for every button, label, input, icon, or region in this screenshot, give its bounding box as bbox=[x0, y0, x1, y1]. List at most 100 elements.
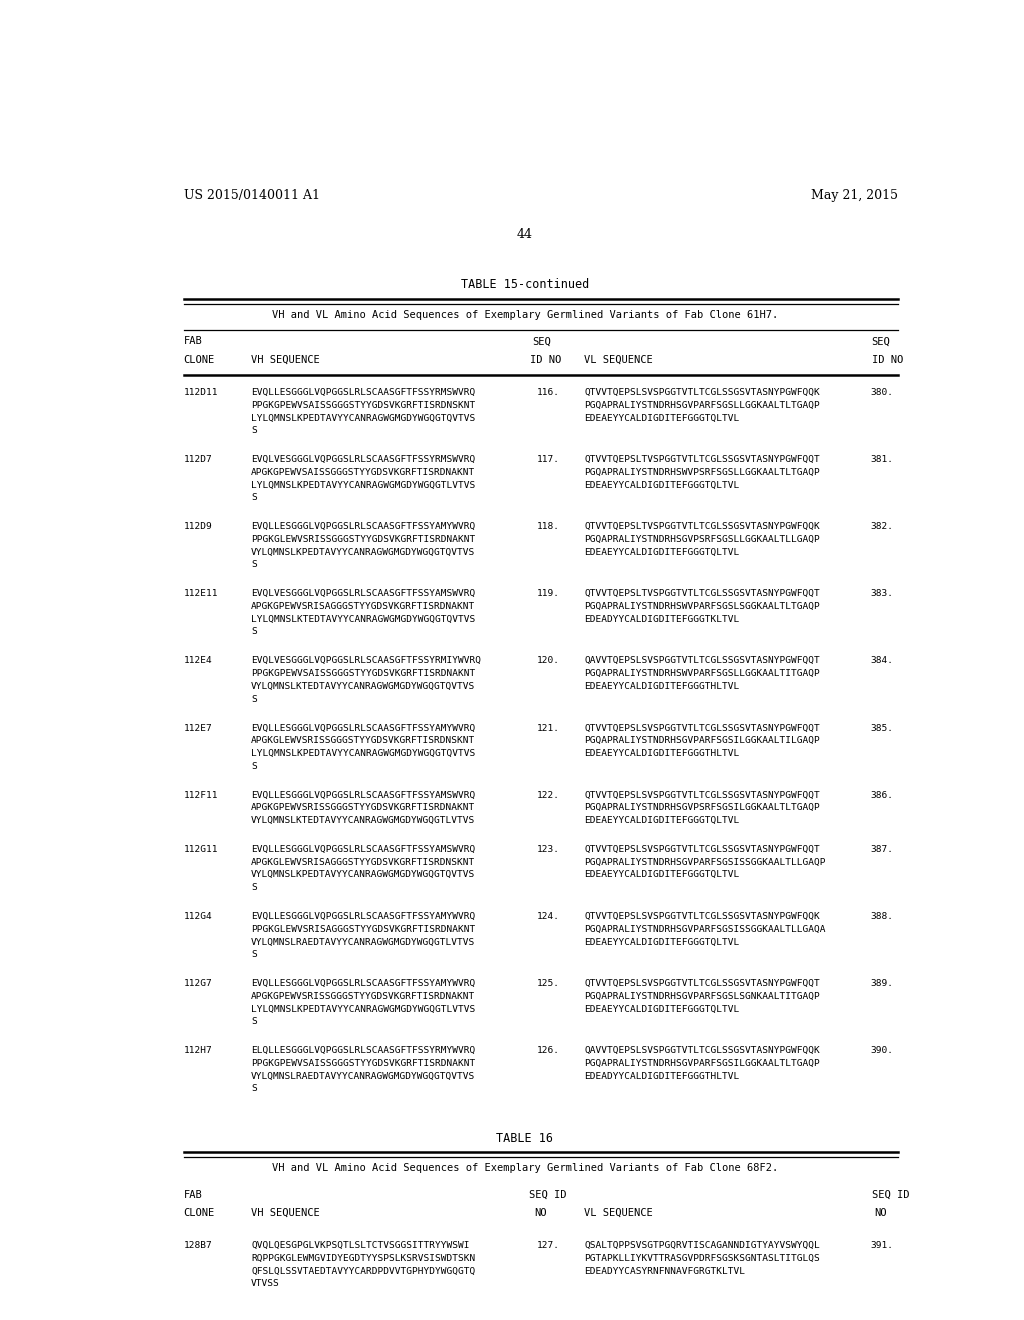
Text: QTVVTQEPSLSVSPGGTVTLTCGLSSGSVTASNYPGWFQQK: QTVVTQEPSLSVSPGGTVTLTCGLSSGSVTASNYPGWFQQ… bbox=[585, 912, 820, 921]
Text: EDEAEYYCALDIGDITEFGGGTQLTVL: EDEAEYYCALDIGDITEFGGGTQLTVL bbox=[585, 480, 739, 490]
Text: PGQAPRALIYSTNDRHSWVPARFSGSLLGGKAALTITGAQP: PGQAPRALIYSTNDRHSWVPARFSGSLLGGKAALTITGAQ… bbox=[585, 669, 820, 678]
Text: QTVVTQEPSLSVSPGGTVTLTCGLSSGSVTASNYPGWFQQT: QTVVTQEPSLSVSPGGTVTLTCGLSSGSVTASNYPGWFQQ… bbox=[585, 979, 820, 989]
Text: VH and VL Amino Acid Sequences of Exemplary Germlined Variants of Fab Clone 61H7: VH and VL Amino Acid Sequences of Exempl… bbox=[271, 310, 778, 319]
Text: S: S bbox=[251, 694, 257, 704]
Text: EDEADYYCASYRNFNNAVFGRGTKLTVL: EDEADYYCASYRNFNNAVFGRGTKLTVL bbox=[585, 1267, 745, 1276]
Text: QFSLQLSSVTAEDTAVYYCARDPDVVTGPHYDYWGQGTQ: QFSLQLSSVTAEDTAVYYCARDPDVVTGPHYDYWGQGTQ bbox=[251, 1267, 475, 1276]
Text: QTVVTQEPSLTVSPGGTVTLTCGLSSGSVTASNYPGWFQQT: QTVVTQEPSLTVSPGGTVTLTCGLSSGSVTASNYPGWFQQ… bbox=[585, 455, 820, 465]
Text: 380.: 380. bbox=[870, 388, 893, 397]
Text: S: S bbox=[251, 426, 257, 436]
Text: SEQ ID: SEQ ID bbox=[528, 1189, 566, 1200]
Text: EDEAEYYCALDIGDITEFGGGTHLTVL: EDEAEYYCALDIGDITEFGGGTHLTVL bbox=[585, 682, 739, 690]
Text: 112G11: 112G11 bbox=[183, 845, 218, 854]
Text: 127.: 127. bbox=[537, 1241, 560, 1250]
Text: QAVVTQEPSLSVSPGGTVTLTCGLSSGSVTASNYPGWFQQT: QAVVTQEPSLSVSPGGTVTLTCGLSSGSVTASNYPGWFQQ… bbox=[585, 656, 820, 665]
Text: EDEAEYYCALDIGDITEFGGGTQLTVL: EDEAEYYCALDIGDITEFGGGTQLTVL bbox=[585, 816, 739, 825]
Text: APGKGLEWVSRISAGGGSTYYGDSVKGRFTISRDNSKNT: APGKGLEWVSRISAGGGSTYYGDSVKGRFTISRDNSKNT bbox=[251, 858, 475, 867]
Text: VL SEQUENCE: VL SEQUENCE bbox=[585, 1208, 653, 1218]
Text: 389.: 389. bbox=[870, 979, 893, 989]
Text: S: S bbox=[251, 494, 257, 503]
Text: EVQLLESGGGLVQPGGSLRLSCAASGFTFSSYAMYWVRQ: EVQLLESGGGLVQPGGSLRLSCAASGFTFSSYAMYWVRQ bbox=[251, 723, 475, 733]
Text: VYLQMNSLRAEDTAVYYCANRAGWGMGDYWGQGTQVTVS: VYLQMNSLRAEDTAVYYCANRAGWGMGDYWGQGTQVTVS bbox=[251, 1072, 475, 1081]
Text: EDEAEYYCALDIGDITEFGGGTQLTVL: EDEAEYYCALDIGDITEFGGGTQLTVL bbox=[585, 1005, 739, 1014]
Text: S: S bbox=[251, 1084, 257, 1093]
Text: EVQLLESGGGLVQPGGSLRLSCAASGFTFSSYAMSWVRQ: EVQLLESGGGLVQPGGSLRLSCAASGFTFSSYAMSWVRQ bbox=[251, 791, 475, 800]
Text: 387.: 387. bbox=[870, 845, 893, 854]
Text: 112H7: 112H7 bbox=[183, 1047, 212, 1055]
Text: VTVSS: VTVSS bbox=[251, 1279, 280, 1288]
Text: 44: 44 bbox=[517, 227, 532, 240]
Text: APGKGPEWVSRISAGGGSTYYGDSVKGRFTISRDNAKNT: APGKGPEWVSRISAGGGSTYYGDSVKGRFTISRDNAKNT bbox=[251, 602, 475, 611]
Text: 386.: 386. bbox=[870, 791, 893, 800]
Text: 112G4: 112G4 bbox=[183, 912, 212, 921]
Text: LYLQMNSLKPEDTAVYYCANRAGWGMGDYWGQGTQVTVS: LYLQMNSLKPEDTAVYYCANRAGWGMGDYWGQGTQVTVS bbox=[251, 748, 475, 758]
Text: 381.: 381. bbox=[870, 455, 893, 465]
Text: VYLQMNSLKPEDTAVYYCANRAGWGMGDYWGQGTQVTVS: VYLQMNSLKPEDTAVYYCANRAGWGMGDYWGQGTQVTVS bbox=[251, 870, 475, 879]
Text: 118.: 118. bbox=[537, 523, 560, 531]
Text: 112D7: 112D7 bbox=[183, 455, 212, 465]
Text: 125.: 125. bbox=[537, 979, 560, 989]
Text: PPGKGLEWVSRISAGGGSTYYGDSVKGRFTISRDNAKNT: PPGKGLEWVSRISAGGGSTYYGDSVKGRFTISRDNAKNT bbox=[251, 925, 475, 933]
Text: 112F11: 112F11 bbox=[183, 791, 218, 800]
Text: PPGKGPEWVSAISSGGGSTYYGDSVKGRFTISRDNAKNT: PPGKGPEWVSAISSGGGSTYYGDSVKGRFTISRDNAKNT bbox=[251, 1059, 475, 1068]
Text: 128B7: 128B7 bbox=[183, 1241, 212, 1250]
Text: RQPPGKGLEWMGVIDYEGDTYYSPSLKSRVSISWDTSKN: RQPPGKGLEWMGVIDYEGDTYYSPSLKSRVSISWDTSKN bbox=[251, 1254, 475, 1263]
Text: EDEAEYYCALDIGDITEFGGGTQLTVL: EDEAEYYCALDIGDITEFGGGTQLTVL bbox=[585, 870, 739, 879]
Text: EDEAEYYCALDIGDITEFGGGTQLTVL: EDEAEYYCALDIGDITEFGGGTQLTVL bbox=[585, 548, 739, 557]
Text: PGQAPRALIYSTNDRHSGVPARFSGSISSGGKAALTLLGAQP: PGQAPRALIYSTNDRHSGVPARFSGSISSGGKAALTLLGA… bbox=[585, 858, 825, 867]
Text: VYLQMNSLRAEDTAVYYCANRAGWGMGDYWGQGTLVTVS: VYLQMNSLRAEDTAVYYCANRAGWGMGDYWGQGTLVTVS bbox=[251, 937, 475, 946]
Text: US 2015/0140011 A1: US 2015/0140011 A1 bbox=[183, 189, 319, 202]
Text: 121.: 121. bbox=[537, 723, 560, 733]
Text: 390.: 390. bbox=[870, 1047, 893, 1055]
Text: 112E11: 112E11 bbox=[183, 589, 218, 598]
Text: FAB: FAB bbox=[183, 337, 203, 346]
Text: QTVVTQEPSLSVSPGGTVTLTCGLSSGSVTASNYPGWFQQK: QTVVTQEPSLSVSPGGTVTLTCGLSSGSVTASNYPGWFQQ… bbox=[585, 388, 820, 397]
Text: APGKGLEWVSRISSGGGSTYYGDSVKGRFTISRDNSKNT: APGKGLEWVSRISSGGGSTYYGDSVKGRFTISRDNSKNT bbox=[251, 737, 475, 746]
Text: 122.: 122. bbox=[537, 791, 560, 800]
Text: CLONE: CLONE bbox=[183, 355, 215, 364]
Text: PGQAPRALIYSTNDRHSWVPSRFSGSLLGGKAALTLTGAQP: PGQAPRALIYSTNDRHSWVPSRFSGSLLGGKAALTLTGAQ… bbox=[585, 467, 820, 477]
Text: LYLQMNSLKPEDTAVYYCANRAGWGMGDYWGQGTLVTVS: LYLQMNSLKPEDTAVYYCANRAGWGMGDYWGQGTLVTVS bbox=[251, 480, 475, 490]
Text: EDEAEYYCALDIGDITEFGGGTQLTVL: EDEAEYYCALDIGDITEFGGGTQLTVL bbox=[585, 937, 739, 946]
Text: S: S bbox=[251, 762, 257, 771]
Text: 123.: 123. bbox=[537, 845, 560, 854]
Text: VH SEQUENCE: VH SEQUENCE bbox=[251, 355, 319, 364]
Text: EVQLVESGGGLVQPGGSLRLSCAASGFTFSSYRMIYWVRQ: EVQLVESGGGLVQPGGSLRLSCAASGFTFSSYRMIYWVRQ bbox=[251, 656, 481, 665]
Text: SEQ: SEQ bbox=[532, 337, 552, 346]
Text: EVQLVESGGGLVQPGGSLRLSCAASGFTFSSYRMSWVRQ: EVQLVESGGGLVQPGGSLRLSCAASGFTFSSYRMSWVRQ bbox=[251, 455, 475, 465]
Text: EVQLVESGGGLVQPGGSLRLSCAASGFTFSSYAMSWVRQ: EVQLVESGGGLVQPGGSLRLSCAASGFTFSSYAMSWVRQ bbox=[251, 589, 475, 598]
Text: EDEADYYCALDIGDITEFGGGTKLTVL: EDEADYYCALDIGDITEFGGGTKLTVL bbox=[585, 615, 739, 624]
Text: QVQLQESGPGLVKPSQTLSLTCTVSGGSITTRYYWSWI: QVQLQESGPGLVKPSQTLSLTCTVSGGSITTRYYWSWI bbox=[251, 1241, 470, 1250]
Text: EDEAEYYCALDIGDITEFGGGTHLTVL: EDEAEYYCALDIGDITEFGGGTHLTVL bbox=[585, 748, 739, 758]
Text: S: S bbox=[251, 1018, 257, 1026]
Text: PGQAPRALIYSTNDRHSGVPARFSGSILGGKAALTILGAQP: PGQAPRALIYSTNDRHSGVPARFSGSILGGKAALTILGAQ… bbox=[585, 737, 820, 746]
Text: 383.: 383. bbox=[870, 589, 893, 598]
Text: PGQAPRALIYSTNDRHSGVPARFSGSILGGKAALTLTGAQP: PGQAPRALIYSTNDRHSGVPARFSGSILGGKAALTLTGAQ… bbox=[585, 1059, 820, 1068]
Text: NO: NO bbox=[535, 1208, 547, 1218]
Text: ELQLLESGGGLVQPGGSLRLSCAASGFTFSSYRMYWVRQ: ELQLLESGGGLVQPGGSLRLSCAASGFTFSSYRMYWVRQ bbox=[251, 1047, 475, 1055]
Text: ID NO: ID NO bbox=[530, 355, 561, 364]
Text: LYLQMNSLKPEDTAVYYCANRAGWGMGDYWGQGTQVTVS: LYLQMNSLKPEDTAVYYCANRAGWGMGDYWGQGTQVTVS bbox=[251, 413, 475, 422]
Text: LYLQMNSLKPEDTAVYYCANRAGWGMGDYWGQGTLVTVS: LYLQMNSLKPEDTAVYYCANRAGWGMGDYWGQGTLVTVS bbox=[251, 1005, 475, 1014]
Text: EDEADYYCALDIGDITEFGGGTHLTVL: EDEADYYCALDIGDITEFGGGTHLTVL bbox=[585, 1072, 739, 1081]
Text: SEQ: SEQ bbox=[871, 337, 890, 346]
Text: EVQLLESGGGLVQPGGSLRLSCAASGFTFSSYAMYWVRQ: EVQLLESGGGLVQPGGSLRLSCAASGFTFSSYAMYWVRQ bbox=[251, 912, 475, 921]
Text: ID NO: ID NO bbox=[871, 355, 903, 364]
Text: 124.: 124. bbox=[537, 912, 560, 921]
Text: EDEAEYYCALDIGDITEFGGGTQLTVL: EDEAEYYCALDIGDITEFGGGTQLTVL bbox=[585, 413, 739, 422]
Text: PGQAPRALIYSTNDRHSWVPARFSGSLSGGKAALTLTGAQP: PGQAPRALIYSTNDRHSWVPARFSGSLSGGKAALTLTGAQ… bbox=[585, 602, 820, 611]
Text: S: S bbox=[251, 561, 257, 569]
Text: TABLE 16: TABLE 16 bbox=[497, 1131, 553, 1144]
Text: EVQLLESGGGLVQPGGSLRLSCAASGFTFSSYRMSWVRQ: EVQLLESGGGLVQPGGSLRLSCAASGFTFSSYRMSWVRQ bbox=[251, 388, 475, 397]
Text: EVQLLESGGGLVQPGGSLRLSCAASGFTFSSYAMSWVRQ: EVQLLESGGGLVQPGGSLRLSCAASGFTFSSYAMSWVRQ bbox=[251, 845, 475, 854]
Text: QTVVTQEPSLTVSPGGTVTLTCGLSSGSVTASNYPGWFQQT: QTVVTQEPSLTVSPGGTVTLTCGLSSGSVTASNYPGWFQQ… bbox=[585, 589, 820, 598]
Text: SEQ ID: SEQ ID bbox=[871, 1189, 909, 1200]
Text: 117.: 117. bbox=[537, 455, 560, 465]
Text: 112D11: 112D11 bbox=[183, 388, 218, 397]
Text: 120.: 120. bbox=[537, 656, 560, 665]
Text: VH and VL Amino Acid Sequences of Exemplary Germlined Variants of Fab Clone 68F2: VH and VL Amino Acid Sequences of Exempl… bbox=[271, 1163, 778, 1173]
Text: 382.: 382. bbox=[870, 523, 893, 531]
Text: EVQLLESGGGLVQPGGSLRLSCAASGFTFSSYAMYWVRQ: EVQLLESGGGLVQPGGSLRLSCAASGFTFSSYAMYWVRQ bbox=[251, 523, 475, 531]
Text: QTVVTQEPSLTVSPGGTVTLTCGLSSGSVTASNYPGWFQQK: QTVVTQEPSLTVSPGGTVTLTCGLSSGSVTASNYPGWFQQ… bbox=[585, 523, 820, 531]
Text: QTVVTQEPSLSVSPGGTVTLTCGLSSGSVTASNYPGWFQQT: QTVVTQEPSLSVSPGGTVTLTCGLSSGSVTASNYPGWFQQ… bbox=[585, 791, 820, 800]
